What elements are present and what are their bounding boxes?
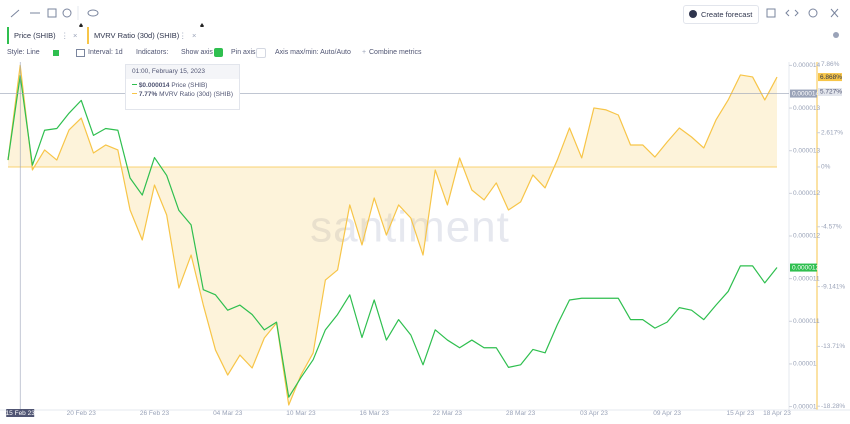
y2-tick-label: -18.28% bbox=[821, 403, 845, 410]
x-tick-label: 03 Apr 23 bbox=[580, 410, 608, 417]
axis-marker-label: 5.727% bbox=[820, 89, 842, 96]
emoji-tool-icon[interactable] bbox=[62, 8, 72, 18]
axis-marker-bg bbox=[818, 88, 842, 97]
x-tick-label: 15 Apr 23 bbox=[726, 410, 754, 417]
y-tick-label: 0.00001 bbox=[793, 361, 817, 368]
tooltip-row: $0.000014 Price (SHIB) bbox=[126, 79, 239, 89]
show-axis-label: Show axis bbox=[181, 49, 213, 56]
y-tick-label: 0.000011 bbox=[793, 318, 820, 325]
series-line bbox=[7, 64, 778, 406]
y2-tick-label: 2.617% bbox=[821, 129, 843, 136]
x-tick-label: 15 Feb 23 bbox=[6, 410, 36, 417]
tooltip-date: 01:00, February 15, 2023 bbox=[126, 65, 239, 79]
x-tick-label: 28 Mar 23 bbox=[506, 410, 536, 417]
tab-label: Price (SHIB) bbox=[14, 31, 56, 40]
axis-marker-bg bbox=[790, 263, 817, 272]
crosshair-date-bg bbox=[6, 409, 35, 417]
eye-icon[interactable] bbox=[87, 9, 99, 17]
tooltip-swatch bbox=[132, 92, 137, 94]
y-tick-label: 0.000013 bbox=[793, 147, 820, 154]
axis-minmax-control[interactable]: Axis max/min: Auto/Auto bbox=[275, 49, 351, 56]
tooltip-name: Price (SHIB) bbox=[171, 82, 208, 89]
x-tick-label: 16 Mar 23 bbox=[360, 410, 390, 417]
axis-marker-bg bbox=[818, 73, 842, 82]
y2-tick-label: -9.141% bbox=[821, 283, 845, 290]
style-control[interactable]: Style: Line bbox=[7, 49, 40, 56]
note-tool-icon[interactable] bbox=[47, 8, 57, 18]
tooltip-name: MVRV Ratio (30d) (SHIB) bbox=[159, 91, 233, 98]
interval-control[interactable]: Interval: 1d bbox=[88, 49, 123, 56]
y2-tick-label: 0% bbox=[821, 164, 831, 171]
tab-menu[interactable]: ⋮ bbox=[179, 31, 187, 40]
indicators-control[interactable]: Indicators: bbox=[136, 49, 169, 56]
y-tick-label: 0.000012 bbox=[793, 233, 820, 240]
y-tick-label: 0.000011 bbox=[793, 275, 820, 282]
calendar-icon bbox=[76, 49, 85, 57]
settings-icon[interactable] bbox=[808, 8, 818, 18]
axis-marker-label: 0.000012 bbox=[792, 264, 819, 271]
x-tick-label: 22 Mar 23 bbox=[433, 410, 463, 417]
metric-tab[interactable]: Price (SHIB) ⋮ × bbox=[7, 27, 86, 44]
x-tick-label: 09 Apr 23 bbox=[653, 410, 681, 417]
tab-menu[interactable]: ⋮ bbox=[61, 31, 69, 40]
metric-tab[interactable]: MVRV Ratio (30d) (SHIB) ⋮ × bbox=[87, 27, 206, 44]
line-tool-icon[interactable] bbox=[10, 9, 20, 18]
axis-marker-bg bbox=[790, 89, 817, 98]
x-tick-label: 04 Mar 23 bbox=[213, 410, 243, 417]
tab-label: MVRV Ratio (30d) (SHIB) bbox=[94, 31, 180, 40]
axis-marker-label: 0.000014 bbox=[792, 90, 819, 97]
x-tick-label: 10 Mar 23 bbox=[286, 410, 316, 417]
close-icon[interactable] bbox=[830, 8, 839, 18]
x-tick-label: 20 Feb 23 bbox=[67, 410, 97, 417]
series-area bbox=[8, 65, 777, 406]
y-tick-label: 0.000012 bbox=[793, 190, 820, 197]
embed-icon[interactable] bbox=[785, 9, 799, 17]
tab-close[interactable]: × bbox=[73, 31, 78, 40]
series-line bbox=[7, 75, 778, 398]
y2-tick-label: -13.71% bbox=[821, 343, 845, 350]
tooltip-value: $0.000014 bbox=[138, 82, 170, 89]
x-tick-label: 18 Apr 23 bbox=[763, 410, 791, 417]
y2-tick-label: -4.57% bbox=[821, 223, 842, 230]
y-tick-label: 0.000013 bbox=[793, 105, 820, 112]
y-tick-label: 0.00001 bbox=[793, 403, 817, 410]
download-icon[interactable] bbox=[766, 8, 776, 18]
combine-metrics-button[interactable]: Combine metrics bbox=[369, 49, 422, 56]
color-swatch[interactable] bbox=[53, 50, 59, 56]
create-forecast-button[interactable]: Create forecast bbox=[683, 5, 759, 24]
axis-marker-label: 6.868% bbox=[820, 74, 842, 81]
pin-axis-label: Pin axis bbox=[231, 49, 256, 56]
color-icon[interactable] bbox=[833, 32, 839, 38]
tab-close[interactable]: × bbox=[192, 31, 197, 40]
tooltip-row: 7.77% MVRV Ratio (30d) (SHIB) bbox=[126, 89, 239, 98]
x-tick-label: 26 Feb 23 bbox=[140, 410, 170, 417]
watermark: santiment bbox=[310, 203, 510, 252]
forecast-icon bbox=[689, 10, 697, 18]
tooltip-value: 7.77% bbox=[138, 91, 158, 98]
y2-tick-label: 7.86% bbox=[821, 61, 840, 68]
plus-icon: + bbox=[362, 49, 367, 56]
tooltip: 01:00, February 15, 2023 $0.000014 Price… bbox=[125, 64, 240, 110]
show-axis-checkbox[interactable] bbox=[214, 48, 223, 57]
y-tick-label: 0.000014 bbox=[793, 62, 820, 69]
button-label: Create forecast bbox=[701, 10, 753, 19]
pin-axis-checkbox[interactable] bbox=[256, 48, 266, 58]
tooltip-swatch bbox=[132, 83, 137, 85]
